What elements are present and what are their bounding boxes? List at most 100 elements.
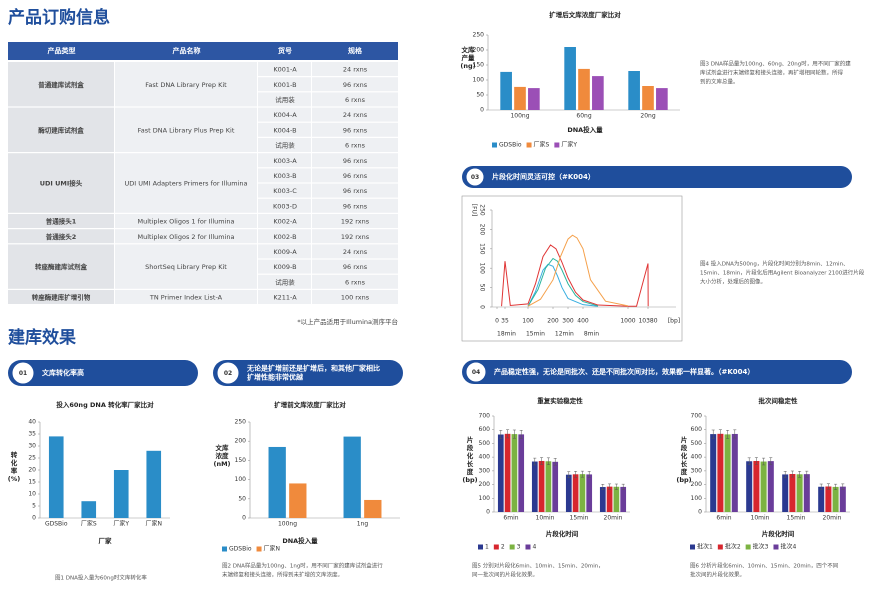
section-pill bbox=[8, 360, 198, 386]
y-axis-label: 片 bbox=[681, 435, 688, 444]
y-tick-label: 0 bbox=[479, 305, 486, 309]
y-tick-label: 0 bbox=[480, 107, 484, 114]
error-bar bbox=[574, 471, 578, 478]
product-code: K003-C bbox=[273, 187, 297, 195]
name-cell bbox=[115, 107, 257, 152]
legend-label: 12min bbox=[555, 331, 574, 338]
bar bbox=[717, 433, 724, 512]
x-tick-label: 0 bbox=[495, 318, 499, 325]
section-pill bbox=[462, 360, 852, 384]
y-tick-label: 200 bbox=[479, 224, 486, 236]
x-tick-label: 35 bbox=[501, 318, 509, 325]
x-axis-label: 厂家 bbox=[99, 536, 113, 545]
caption: 批次间的片段化效果。 bbox=[690, 571, 745, 579]
legend-swatch bbox=[256, 546, 262, 552]
x-tick-label: 6min bbox=[716, 515, 731, 522]
legend-swatch bbox=[492, 142, 497, 148]
y-axis-label: [FU] bbox=[471, 204, 478, 217]
y-tick-label: 250 bbox=[479, 204, 486, 216]
bar bbox=[656, 88, 668, 110]
product-type: 转座酶建库试剂盒 bbox=[35, 262, 88, 271]
code-cell bbox=[258, 168, 311, 183]
legend-label: 4 bbox=[532, 544, 536, 551]
bar bbox=[825, 486, 832, 512]
legend-label: 8min bbox=[584, 331, 599, 338]
y-tick-label: 150 bbox=[479, 243, 486, 255]
error-bar bbox=[733, 429, 737, 439]
error-bar bbox=[754, 457, 758, 465]
bar bbox=[538, 460, 545, 512]
chart-title: 批次间稳定性 bbox=[759, 396, 799, 405]
legend-label: 18min bbox=[497, 331, 516, 338]
bar bbox=[782, 474, 789, 512]
caption: 图4 投入DNA为500ng，片段化时间分别为8min、12min、 bbox=[700, 260, 849, 268]
y-tick-label: 200 bbox=[473, 47, 485, 54]
y-tick-label: 0 bbox=[242, 515, 246, 522]
product-code: K003-B bbox=[273, 172, 296, 180]
chart-frame bbox=[461, 195, 683, 342]
name-cell bbox=[115, 229, 257, 244]
product-name: Multiplex Oligos 1 for Illumina bbox=[138, 218, 235, 226]
section-badge bbox=[465, 167, 485, 187]
y-tick-label: 10 bbox=[28, 491, 36, 498]
spec-cell bbox=[312, 168, 398, 183]
legend-label: 厂家N bbox=[264, 545, 281, 553]
error-bar bbox=[601, 484, 605, 491]
spec-cell bbox=[312, 107, 398, 122]
code-cell bbox=[258, 244, 311, 259]
section-pill bbox=[213, 360, 403, 386]
y-tick-label: 0 bbox=[698, 509, 702, 516]
bar bbox=[545, 461, 552, 512]
type-cell bbox=[8, 153, 114, 213]
product-code: K003-A bbox=[273, 157, 297, 165]
legend-label: 厂家S bbox=[534, 141, 550, 149]
error-bar bbox=[834, 483, 838, 490]
error-bar bbox=[711, 429, 715, 439]
bar bbox=[268, 446, 286, 518]
bar bbox=[113, 470, 129, 518]
product-spec: 96 rxns bbox=[343, 187, 368, 195]
product-code: 试用装 bbox=[275, 141, 295, 150]
error-bar bbox=[553, 458, 557, 466]
bar bbox=[586, 474, 593, 512]
code-cell bbox=[258, 138, 311, 152]
y-axis-label: 产量 bbox=[462, 53, 476, 62]
product-code: K002-A bbox=[273, 218, 297, 226]
product-name: ShortSeq Library Prep Kit bbox=[145, 263, 227, 271]
error-bar bbox=[546, 457, 550, 465]
name-cell bbox=[115, 290, 257, 304]
y-tick-label: 100 bbox=[473, 77, 485, 84]
x-tick-label: 10380 bbox=[638, 318, 657, 325]
bar bbox=[289, 483, 307, 518]
y-tick-label: 25 bbox=[28, 455, 36, 462]
x-tick-label: 60ng bbox=[576, 113, 591, 120]
x-axis-label: 片段化时间 bbox=[546, 529, 579, 538]
bar bbox=[642, 86, 654, 110]
error-bar bbox=[533, 457, 537, 466]
caption: 到的文库总量。 bbox=[700, 78, 739, 86]
y-tick-label: 250 bbox=[473, 32, 485, 39]
caption: 库试剂盒进行末端修复和接头连接，再扩增相同轮数，所得 bbox=[700, 69, 844, 77]
y-axis-label: (bp) bbox=[462, 476, 477, 484]
legend-swatch bbox=[525, 544, 531, 550]
bar bbox=[48, 436, 64, 518]
error-bar bbox=[805, 470, 809, 478]
caption: 大小分析，处理后的图像。 bbox=[700, 278, 766, 286]
caption: 末端修复和接头连接，所得到未扩增的文库浓度。 bbox=[222, 571, 343, 579]
spec-cell bbox=[312, 229, 398, 244]
section-number: 03 bbox=[471, 174, 479, 181]
error-bar bbox=[587, 471, 591, 478]
bar bbox=[518, 434, 525, 512]
line-series bbox=[501, 244, 649, 307]
product-spec: 6 rxns bbox=[345, 142, 366, 150]
y-tick-label: 500 bbox=[479, 440, 491, 447]
x-tick-label: 20min bbox=[823, 515, 842, 522]
bar bbox=[146, 450, 162, 518]
y-axis-label: 化 bbox=[467, 451, 474, 460]
product-spec: 24 rxns bbox=[343, 111, 368, 119]
name-cell bbox=[115, 214, 257, 228]
product-spec: 6 rxns bbox=[345, 278, 366, 286]
y-tick-label: 40 bbox=[28, 419, 36, 426]
table-header: 产品名称 bbox=[173, 46, 201, 55]
